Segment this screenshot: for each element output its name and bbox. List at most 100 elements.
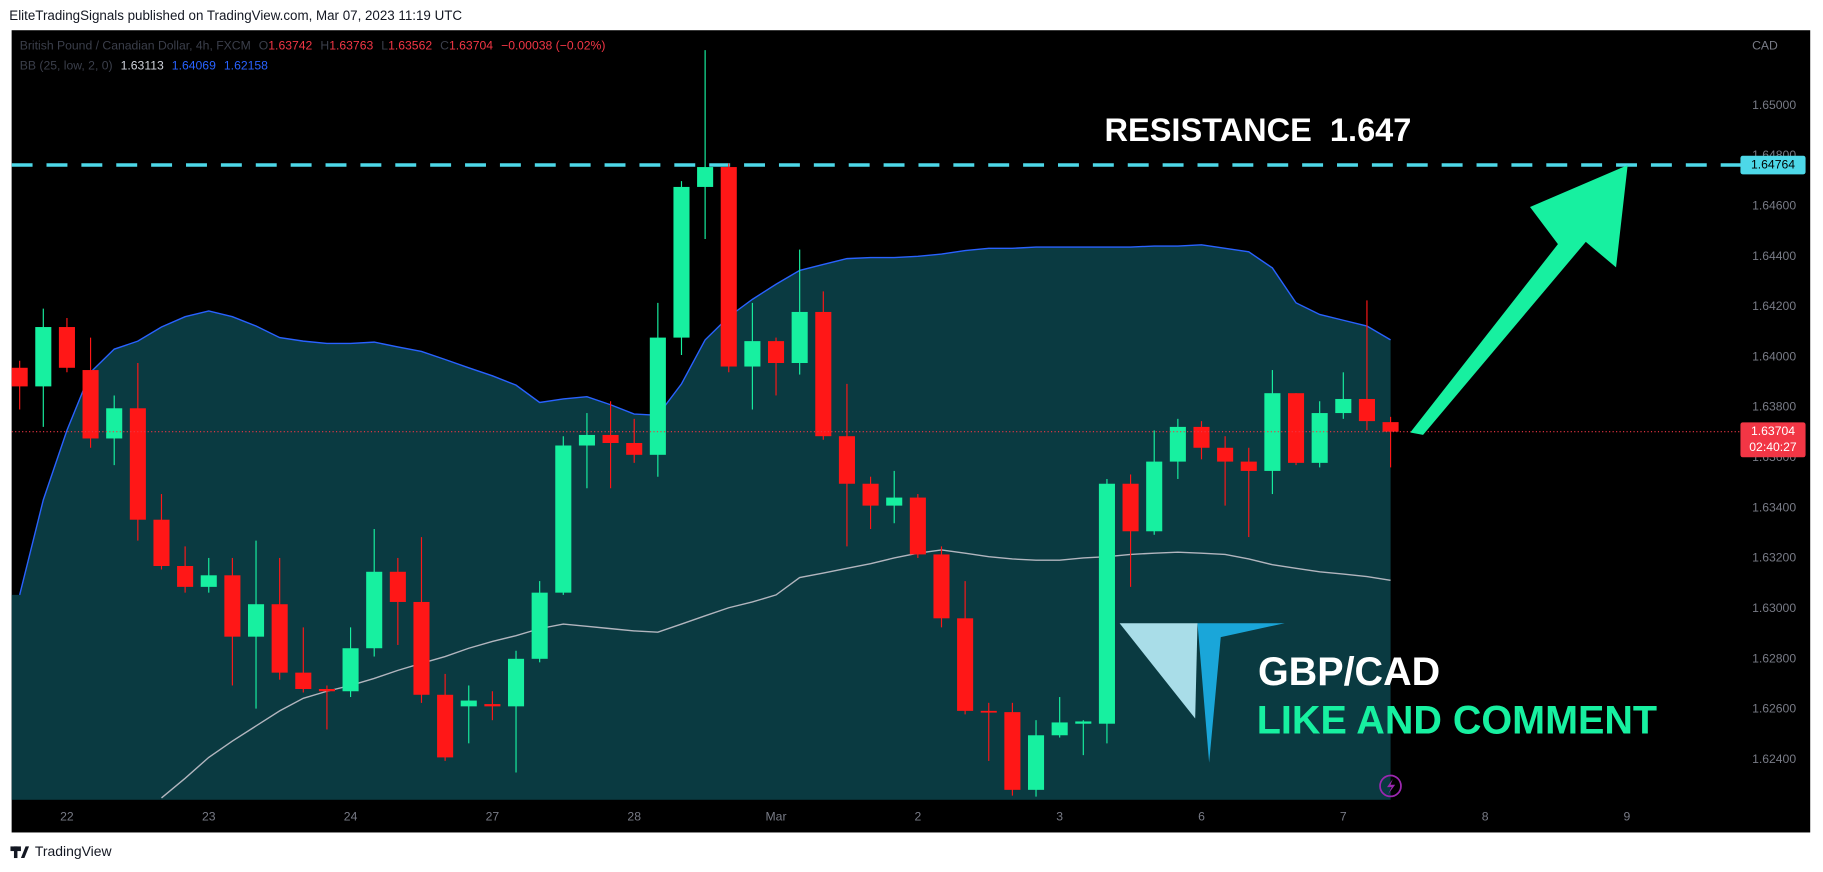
- candle-body: [247, 604, 265, 637]
- x-tick-label: 27: [486, 810, 500, 824]
- y-tick-label: 1.62600: [1752, 702, 1796, 716]
- x-tick-label: 3: [1056, 810, 1063, 824]
- candle-body: [1311, 413, 1328, 463]
- y-tick-label: 1.64200: [1752, 299, 1796, 313]
- x-tick-label: 9: [1624, 810, 1631, 824]
- countdown-label: 02:40:27: [1749, 440, 1797, 454]
- candle-body: [460, 700, 477, 707]
- candle-body: [129, 408, 146, 520]
- byline: EliteTradingSignals published on Trading…: [9, 8, 462, 23]
- candle-body: [200, 575, 217, 587]
- candle-body: [720, 167, 737, 367]
- candle-body: [413, 601, 430, 695]
- candle-body: [1146, 461, 1163, 532]
- candle-body: [389, 571, 406, 602]
- bb-upper-value: 1.64069: [172, 58, 216, 72]
- candle-body: [366, 571, 383, 649]
- y-tick-label: 1.64400: [1752, 249, 1796, 263]
- y-tick-label: 1.63000: [1752, 601, 1796, 615]
- candle-body: [106, 408, 123, 439]
- logo-left: [1119, 623, 1198, 719]
- bb-lower-value: 1.62158: [224, 58, 268, 72]
- open-value: 1.63742: [268, 39, 312, 53]
- pair-annotation: GBP/CAD: [1258, 650, 1440, 694]
- close-value: 1.63704: [449, 39, 493, 53]
- brand-name: TradingView: [35, 843, 113, 859]
- x-tick-label: 2: [914, 810, 921, 824]
- candle-body: [11, 367, 28, 387]
- candle-body: [224, 575, 241, 637]
- candle-body: [862, 483, 879, 506]
- overlay: 1.62400 1.62600 1.62800 1.63000 1.63200 1.634…: [60, 98, 1806, 824]
- resistance-price-label: 1.64764: [1751, 157, 1795, 171]
- candle-body: [649, 337, 666, 455]
- x-tick-label: 28: [627, 810, 641, 824]
- candle-body: [673, 186, 690, 338]
- candle-body: [437, 694, 454, 758]
- candle-body: [1287, 393, 1305, 463]
- candle-body: [318, 688, 335, 692]
- resistance-annotation: RESISTANCE 1.647: [1105, 112, 1412, 148]
- cta-annotation: LIKE AND COMMENT: [1257, 699, 1657, 743]
- y-tick-label: 1.63800: [1752, 400, 1796, 414]
- candle-body: [1051, 722, 1068, 736]
- ohlc-label: C: [440, 39, 449, 53]
- candle-body: [602, 434, 619, 443]
- alert-bolt: [1387, 778, 1396, 795]
- symbol-title: British Pound / Canadian Dollar, 4h, FXC…: [20, 39, 251, 53]
- candle-body: [578, 434, 595, 446]
- high-value: 1.63763: [329, 39, 373, 53]
- candle-body: [1264, 393, 1281, 471]
- candle-body: [35, 327, 52, 387]
- alert-icon[interactable]: [1379, 774, 1402, 798]
- ohlc-label: H: [320, 39, 329, 53]
- last-price-label: 1.63704: [1751, 424, 1795, 438]
- candle-body: [1240, 461, 1257, 471]
- y-tick-label: 1.62800: [1752, 651, 1796, 665]
- y-tick-label: 1.64600: [1752, 199, 1796, 213]
- candle-body: [507, 658, 525, 707]
- ohlc-label: O: [259, 39, 268, 53]
- change-value: −0.00038 (−0.02%): [501, 39, 605, 53]
- candle-body: [767, 341, 785, 364]
- candle-body: [1075, 721, 1092, 724]
- arrow: [1410, 165, 1628, 435]
- candle-body: [1027, 735, 1045, 790]
- candle-body: [791, 311, 808, 364]
- candle-body: [484, 704, 501, 707]
- brand-logo: [20, 846, 30, 859]
- candle-body: [1098, 483, 1115, 724]
- candle-body: [1335, 398, 1352, 414]
- candle-body: [886, 497, 903, 506]
- x-tick-label: 22: [60, 810, 74, 824]
- brand-logo: [13, 846, 18, 859]
- resistance-price-box: [1740, 155, 1806, 175]
- x-tick-label: 8: [1482, 810, 1489, 824]
- candle-body: [1122, 483, 1139, 532]
- candle-body: [1169, 426, 1186, 462]
- currency-label: CAD: [1752, 39, 1778, 53]
- candle-body: [957, 618, 974, 711]
- candle-body: [626, 442, 643, 455]
- x-tick-label: 23: [202, 810, 216, 824]
- logo-right: [1197, 623, 1285, 763]
- y-tick-label: 1.65000: [1752, 98, 1796, 112]
- candle-body: [342, 648, 359, 692]
- y-tick-label: 1.62400: [1752, 752, 1796, 766]
- low-value: 1.63562: [388, 39, 432, 53]
- indicator-name: BB (25, low, 2, 0): [20, 58, 113, 72]
- candle-body: [909, 497, 926, 555]
- candle-body: [1382, 422, 1399, 432]
- candle-body: [531, 592, 548, 659]
- plot-area: [11, 50, 1744, 800]
- candle-body: [153, 519, 170, 566]
- candle-body: [815, 311, 832, 437]
- bb-upper-line: [18, 244, 1391, 596]
- last-price-box: [1740, 422, 1806, 458]
- candle-body: [295, 672, 312, 689]
- candle-body: [1004, 712, 1021, 790]
- candle-body: [744, 341, 761, 367]
- candle-body: [1193, 426, 1210, 448]
- candle-body: [58, 327, 75, 368]
